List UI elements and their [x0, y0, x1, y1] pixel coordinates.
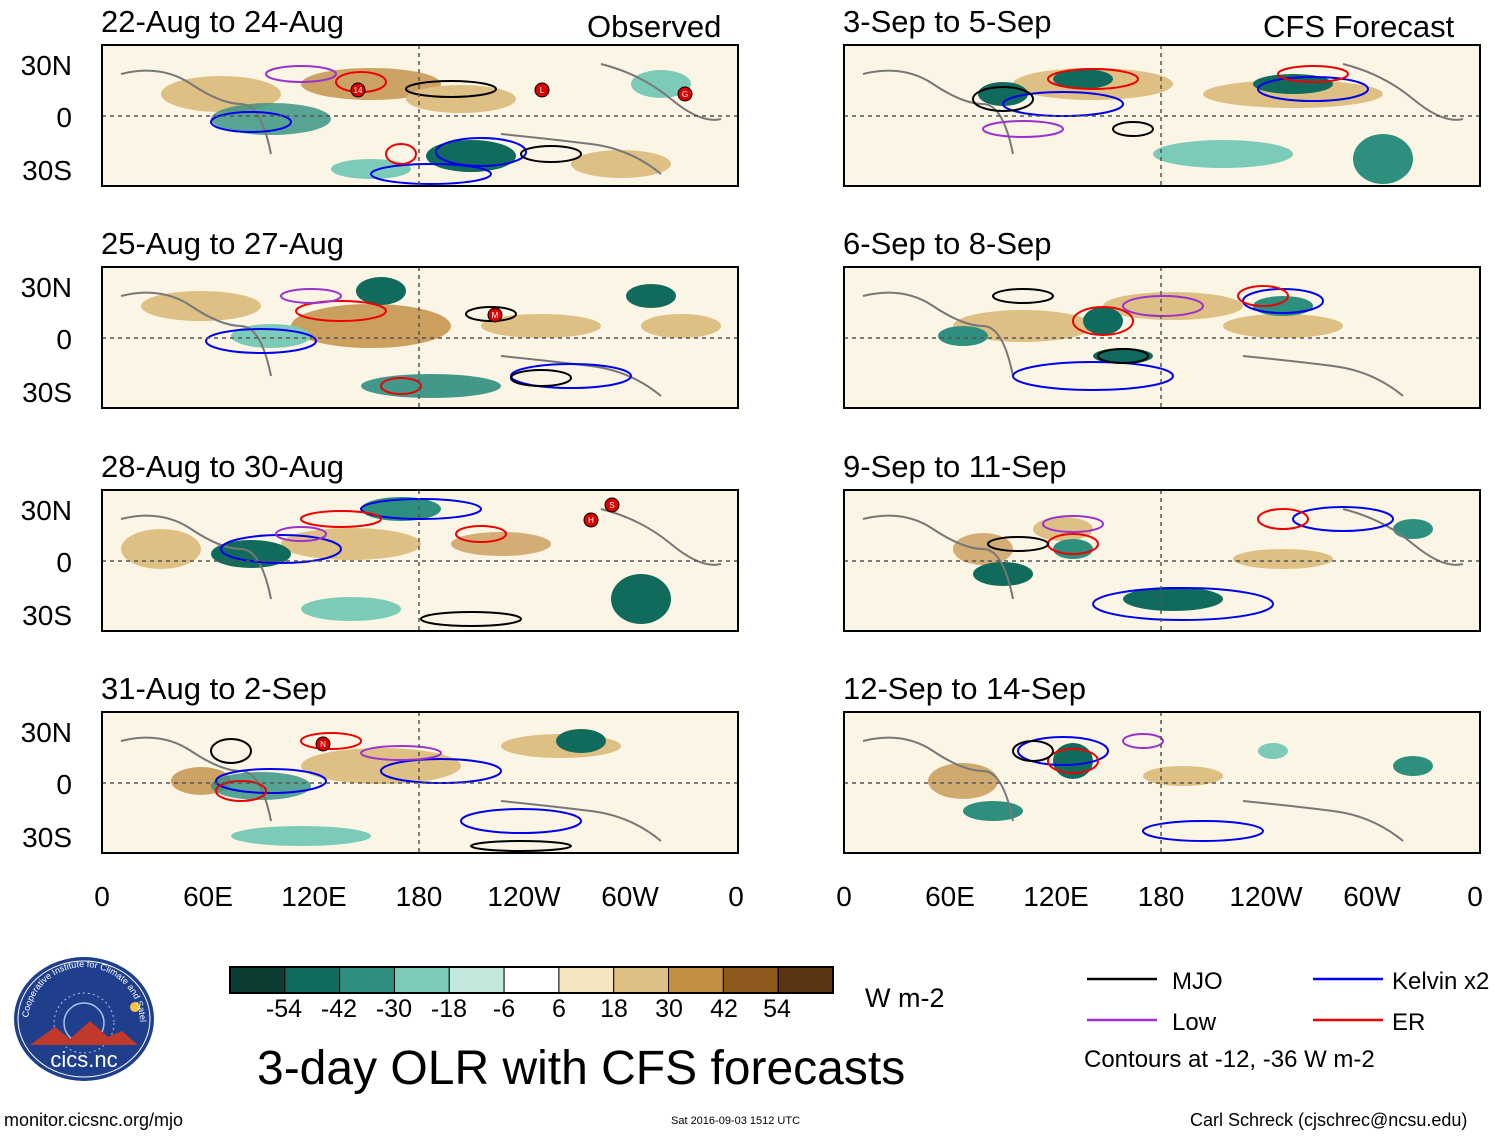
colorbar-units: W m-2 [865, 983, 945, 1013]
map-panel-observed-4: N [101, 711, 739, 854]
colorbar-box-7 [558, 966, 615, 994]
cb-tick-7: 18 [600, 995, 628, 1023]
legend-mjo-label: MJO [1172, 968, 1223, 995]
xlab-left-120w: 120W [487, 881, 561, 912]
legend-line-er [1313, 1018, 1383, 1022]
colorbar-box-10 [722, 966, 779, 994]
ylab-30n-1: 30N [20, 50, 72, 81]
storm-marker-s: S [604, 497, 620, 513]
xlab-right-0: 0 [836, 881, 852, 912]
forecast-header: CFS Forecast [1263, 9, 1455, 44]
storm-marker-m: M [487, 307, 503, 323]
ylab-30s-3: 30S [22, 600, 72, 631]
cb-tick-10: 54 [763, 995, 791, 1023]
cicsnc-logo: Cooperative Institute for Climate and Sa… [10, 955, 154, 1081]
xlab-right-120w: 120W [1229, 881, 1303, 912]
ylab-0-2: 0 [56, 324, 72, 355]
legend-kelvin-label: Kelvin x2 [1392, 968, 1490, 995]
ylab-30n-3: 30N [20, 495, 72, 526]
storm-marker-h: H [583, 512, 599, 528]
ylab-30n-4: 30N [20, 717, 72, 748]
observed-header: Observed [587, 9, 722, 44]
svg-text:L: L [540, 86, 545, 95]
colorbar-box-3 [339, 966, 395, 994]
map-panel-forecast-3 [843, 489, 1481, 632]
colorbar-box-5 [448, 966, 505, 994]
ylab-0-1: 0 [56, 102, 72, 133]
svg-text:G: G [682, 90, 688, 99]
figure-title: 3-day OLR with CFS forecasts [257, 1042, 906, 1095]
legend-line-mjo [1087, 977, 1157, 981]
cb-tick-2: -42 [320, 995, 358, 1023]
legend-line-low [1087, 1018, 1157, 1022]
svg-text:M: M [492, 311, 499, 320]
footer-url: monitor.cicsnc.org/mjo [4, 1110, 184, 1130]
footer-timestamp: Sat 2016-09-03 1512 UTC [671, 1115, 801, 1127]
svg-text:H: H [588, 516, 594, 525]
ylab-30n-2: 30N [20, 272, 72, 303]
footer-author: Carl Schreck (cjschrec@ncsu.edu) [1190, 1110, 1468, 1130]
svg-text:N: N [320, 740, 326, 749]
map-panel-forecast-1 [843, 44, 1481, 187]
colorbar [229, 966, 834, 994]
legend-low-label: Low [1172, 1009, 1217, 1036]
map-panel-observed-2: M [101, 266, 739, 409]
cb-tick-9: 42 [710, 995, 738, 1023]
colorbar-box-2 [284, 966, 341, 994]
cb-tick-6: 6 [552, 995, 566, 1023]
colorbar-box-4 [393, 966, 450, 994]
map-panel-observed-1: 14 L G [101, 44, 739, 187]
colorbar-box-8 [613, 966, 670, 994]
xlab-left-180: 180 [395, 881, 443, 912]
legend-er-label: ER [1392, 1009, 1426, 1036]
cb-tick-5: -6 [492, 995, 516, 1023]
panel-title-8: 12-Sep to 14-Sep [843, 671, 1087, 706]
svg-text:S: S [609, 501, 614, 510]
cb-tick-4: -18 [430, 995, 468, 1023]
xlab-right-60e: 60E [925, 881, 975, 912]
logo-name: cics.nc [50, 1047, 117, 1072]
cb-tick-3: -30 [375, 995, 413, 1023]
xlab-right-0-end: 0 [1467, 881, 1483, 912]
map-panel-forecast-2 [843, 266, 1481, 409]
panel-title-6: 6-Sep to 8-Sep [843, 226, 1052, 261]
svg-text:14: 14 [354, 86, 363, 95]
ylab-30s-1: 30S [22, 155, 72, 186]
xlab-left-60e: 60E [183, 881, 233, 912]
panel-title-3: 28-Aug to 30-Aug [101, 449, 345, 484]
legend-contour-note: Contours at -12, -36 W m-2 [1084, 1046, 1375, 1073]
colorbar-box-6 [503, 966, 560, 994]
panel-title-2: 25-Aug to 27-Aug [101, 226, 345, 261]
map-panel-forecast-4 [843, 711, 1481, 854]
xlab-left-0-end: 0 [728, 881, 744, 912]
xlab-right-60w: 60W [1343, 881, 1401, 912]
colorbar-box-9 [668, 966, 724, 994]
storm-marker-n: N [315, 736, 331, 752]
colorbar-box-1 [229, 966, 286, 994]
xlab-right-120e: 120E [1023, 881, 1089, 912]
xlab-right-180: 180 [1137, 881, 1185, 912]
colorbar-box-11 [777, 966, 834, 994]
storm-marker-g: G [677, 86, 693, 102]
panel-title-5: 3-Sep to 5-Sep [843, 4, 1052, 39]
xlab-left-60w: 60W [601, 881, 659, 912]
panel-title-1: 22-Aug to 24-Aug [101, 4, 345, 39]
storm-marker-14: 14 [350, 82, 366, 98]
panel-title-4: 31-Aug to 2-Sep [101, 671, 327, 706]
ylab-30s-4: 30S [22, 822, 72, 853]
legend-line-kelvin [1313, 977, 1383, 981]
xlab-left-0: 0 [94, 881, 110, 912]
ylab-0-4: 0 [56, 769, 72, 800]
cb-tick-8: 30 [655, 995, 683, 1023]
ylab-0-3: 0 [56, 547, 72, 578]
ylab-30s-2: 30S [22, 377, 72, 408]
map-panel-observed-3: H S [101, 489, 739, 632]
xlab-left-120e: 120E [281, 881, 347, 912]
storm-marker-l: L [534, 82, 550, 98]
panel-title-7: 9-Sep to 11-Sep [843, 449, 1067, 484]
cb-tick-1: -54 [265, 995, 303, 1023]
